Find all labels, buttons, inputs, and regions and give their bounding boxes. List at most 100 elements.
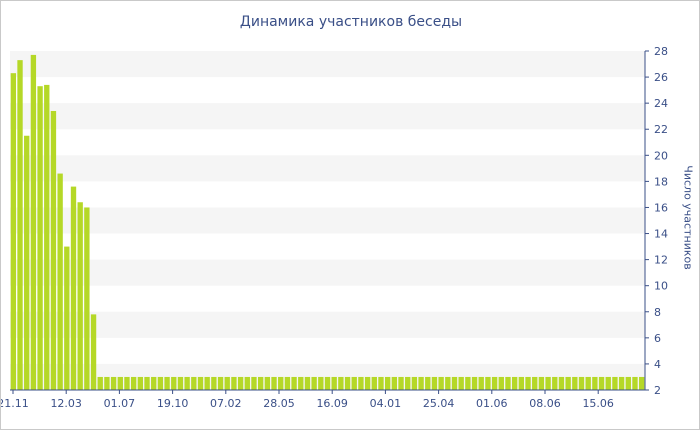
bar [338,376,344,390]
y-tick-label: 4 [654,358,661,371]
grid-band [10,207,645,234]
bar [271,376,277,390]
y-tick-label: 18 [654,175,668,188]
bar [211,376,217,390]
bar [204,376,210,390]
bar [485,376,491,390]
bar [592,376,598,390]
y-tick-label: 24 [654,97,668,110]
bar [425,376,431,390]
bar [30,54,37,390]
x-tick-label: 16.09 [316,397,348,410]
bar [471,376,478,390]
bar [157,376,164,390]
bar [257,376,264,390]
bar [378,376,384,390]
bar [324,376,331,390]
bar [110,376,117,390]
bar [511,376,518,390]
grid-band [10,51,645,78]
bar [244,376,250,390]
bar [237,376,244,390]
bar [585,376,591,390]
bar [398,376,404,390]
y-tick-label: 26 [654,71,668,84]
bar [532,376,538,390]
bar [451,376,458,390]
bar [97,376,103,390]
bar [605,376,611,390]
bar [638,376,645,390]
bar [298,376,304,390]
bar [184,376,190,390]
x-tick-label: 01.06 [476,397,508,410]
bar [478,376,484,390]
bar [565,376,571,390]
bar [431,376,438,390]
bar [151,376,157,390]
bar [217,376,224,390]
y-tick-label: 10 [654,280,668,293]
grid-band [10,259,645,286]
bar [405,376,411,390]
bar [344,376,351,390]
bar [445,376,451,390]
bar [311,376,317,390]
bar [518,376,525,390]
chart-title: Динамика участников беседы [239,14,463,30]
y-tick-label: 28 [654,45,668,58]
x-tick-label: 04.01 [370,397,402,410]
bar [10,73,17,391]
x-tick-label: 15.06 [582,397,614,410]
bar [505,376,511,390]
bar [64,246,70,390]
bar [84,207,90,390]
bar [331,376,337,390]
bar [538,376,545,390]
bar [465,376,471,390]
bar [545,376,551,390]
bar [177,376,184,390]
y-tick-label: 2 [654,384,661,397]
bar [231,376,237,390]
x-tick-label: 21.11 [1,397,29,410]
grid-band [10,311,645,338]
bar [164,376,170,390]
bar [117,376,123,390]
bar [90,314,97,390]
bar [572,376,578,390]
bar [124,376,130,390]
bar [558,376,565,390]
bar [50,110,57,390]
y-tick-label: 6 [654,332,661,345]
bar [411,376,418,390]
bar [251,376,257,390]
bar [618,376,625,390]
y-tick-label: 22 [654,123,668,136]
bar [171,376,177,390]
bar [70,186,77,390]
bar [24,135,30,390]
bar [130,376,137,390]
y-tick-label: 14 [654,228,668,241]
bar [57,173,63,390]
bar [418,376,424,390]
bar [384,376,391,390]
bar [144,376,150,390]
y-axis-label: Число участников [681,165,695,270]
y-tick-label: 16 [654,201,668,214]
bar [371,376,377,390]
bar [278,376,284,390]
bar [351,376,357,390]
bar [17,60,23,390]
bar [318,376,324,390]
x-tick-label: 25.04 [423,397,455,410]
bar [598,376,605,390]
bar [37,86,43,390]
bar [364,376,371,390]
x-tick-label: 19.10 [157,397,189,410]
bar [304,376,311,390]
bar [77,202,83,390]
